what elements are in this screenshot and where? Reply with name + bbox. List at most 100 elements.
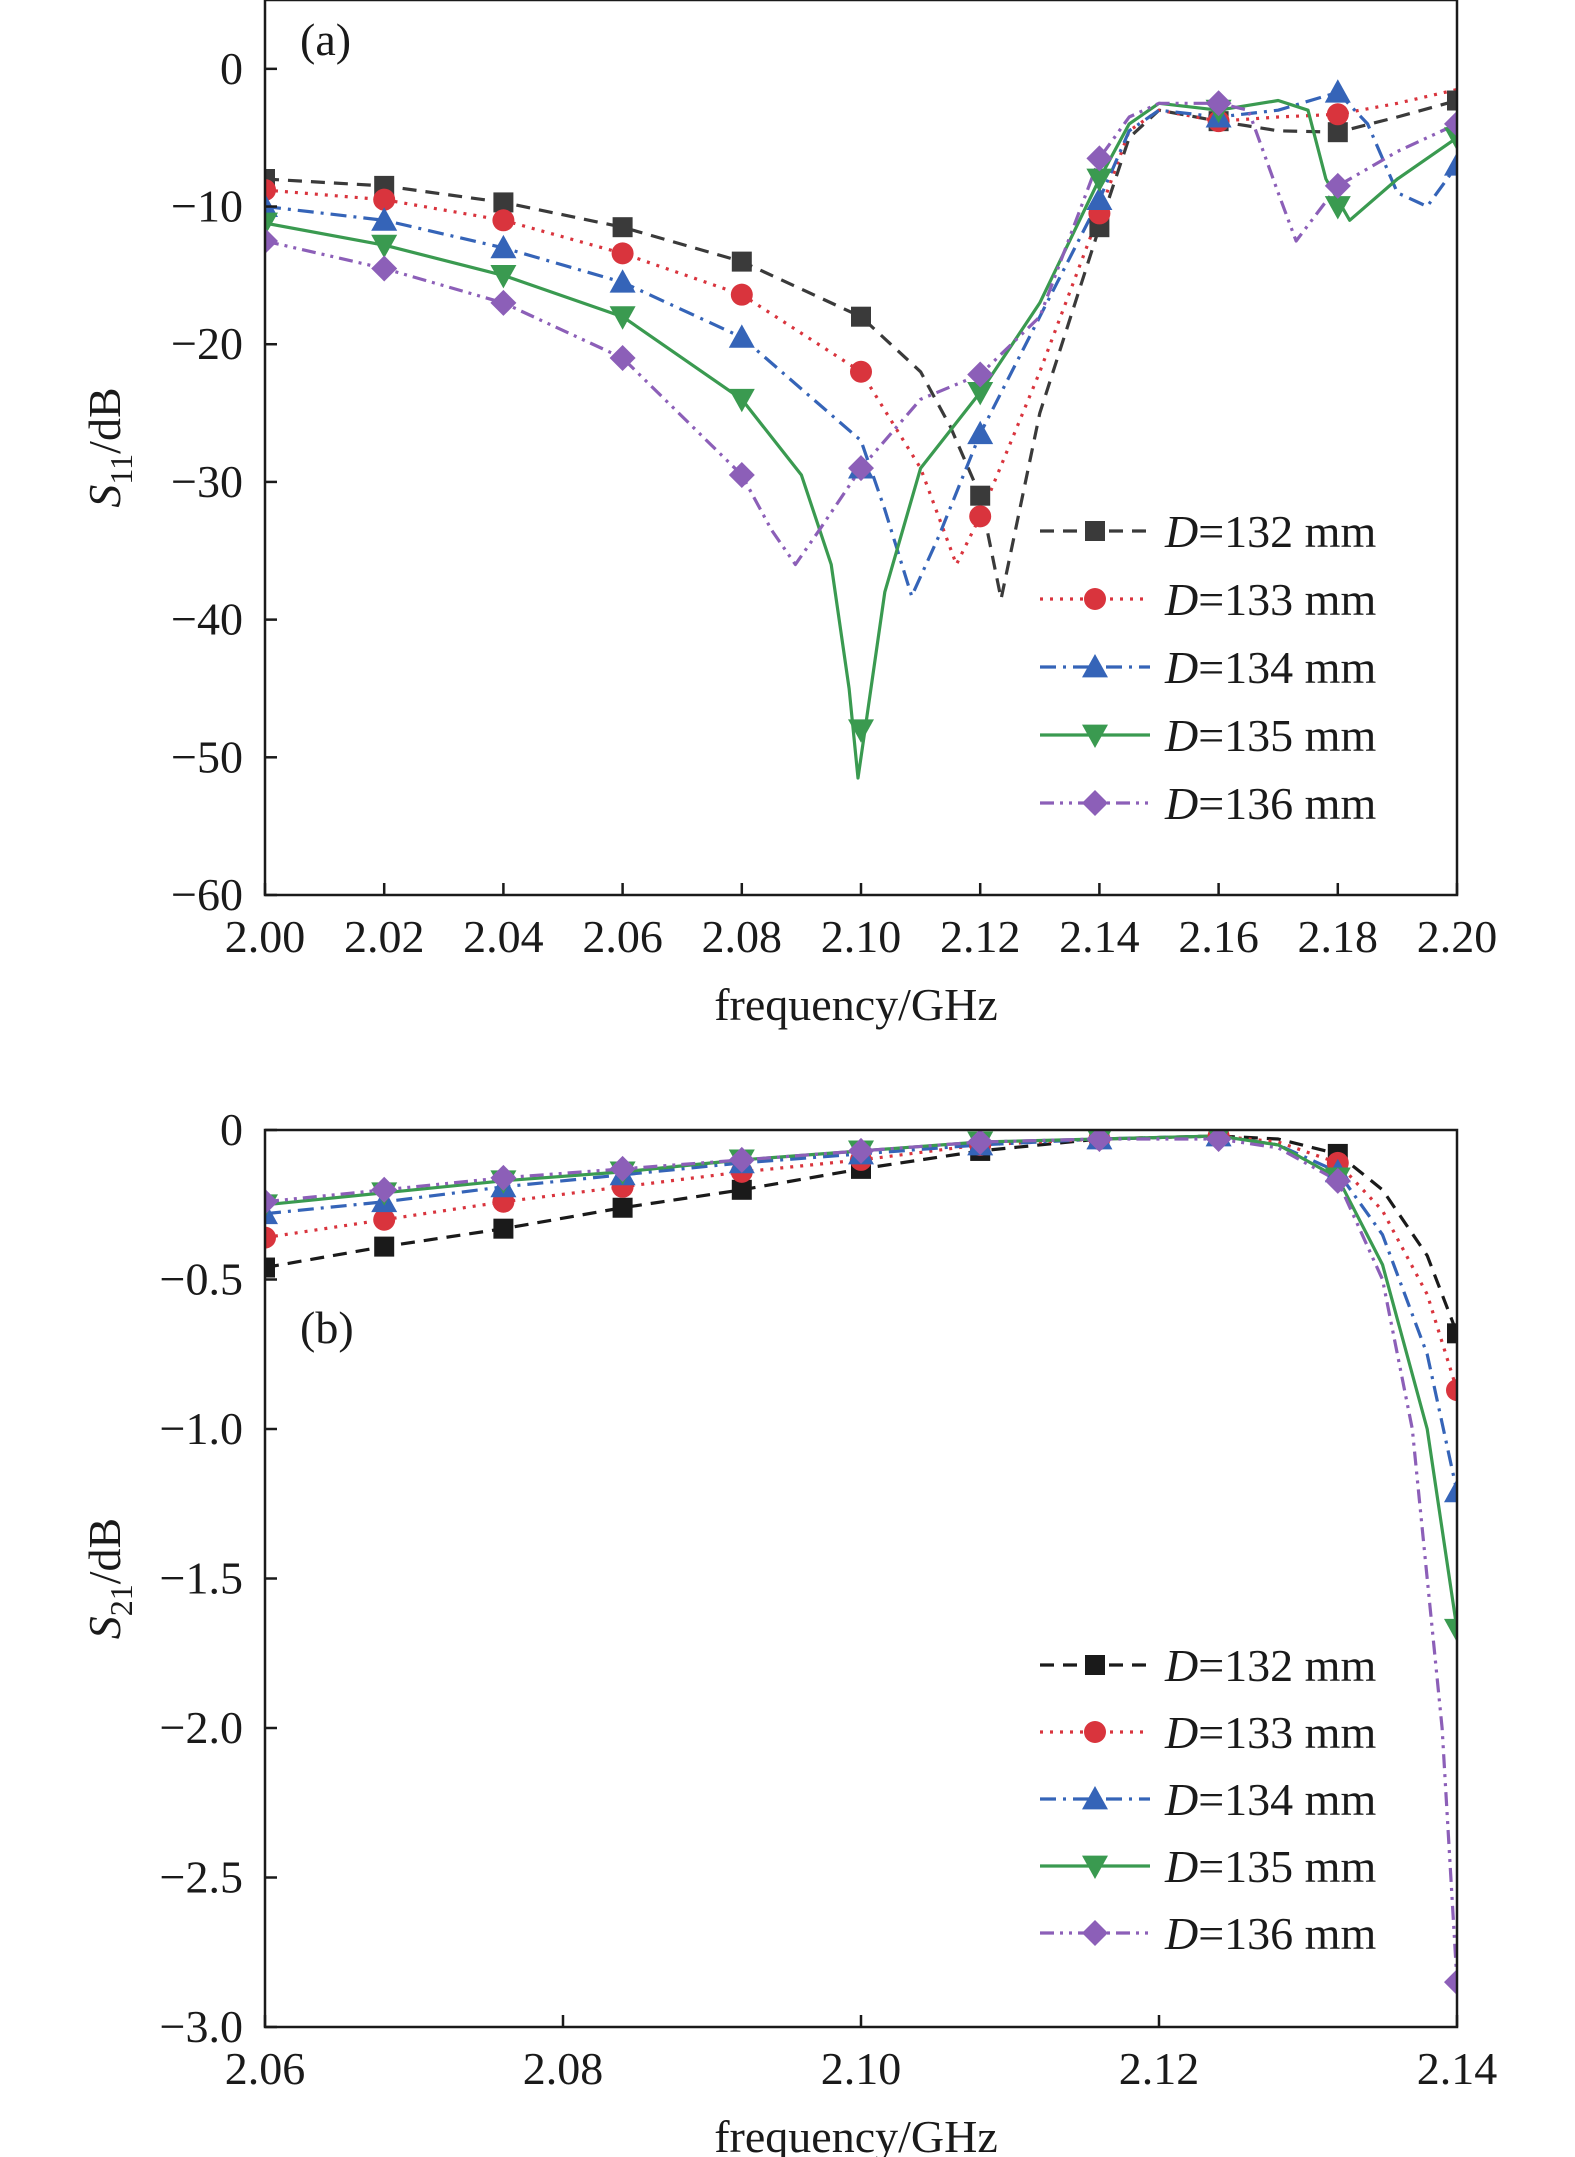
series-line-4: [265, 98, 1457, 780]
data-point: [728, 324, 755, 348]
data-point: [612, 217, 633, 238]
chart-panel-b: 2.06 2.08 2.10 2.12 2.14 0 −0.5 −1.0 −1.5 −2.0 −2.…: [79, 1104, 1497, 2157]
y-axis-label-subscript: 21: [103, 1584, 139, 1616]
legend: D=132 mmD=133 mmD=134 mmD=135 mmD=136 mm: [1040, 1640, 1376, 1959]
y-axis-label-symbol: S: [79, 1616, 130, 1639]
legend-label: D=134 mm: [1164, 1774, 1376, 1825]
data-point: [490, 289, 517, 316]
legend-label-value: =134 mm: [1198, 642, 1376, 693]
y-tick-label: −10: [171, 181, 243, 232]
x-tick-label: 2.14: [1417, 2043, 1498, 2094]
y-tick-label: −50: [171, 731, 243, 782]
legend-label: D=135 mm: [1164, 1841, 1376, 1892]
y-tick-label: −3.0: [160, 2001, 243, 2052]
legend-marker: [1082, 1920, 1108, 1946]
x-tick-label: 2.06: [582, 911, 663, 962]
data-point: [969, 505, 992, 528]
data-point: [265, 227, 278, 254]
x-tick-label: 2.12: [940, 911, 1021, 962]
data-point: [1086, 186, 1113, 211]
legend-marker: [1082, 724, 1108, 748]
legend-label: D=133 mm: [1164, 574, 1376, 625]
y-axis-label-unit: /dB: [79, 1518, 130, 1584]
legend-label-var: D: [1164, 642, 1198, 693]
data-point: [265, 1200, 278, 1225]
x-tick-label: 2.10: [821, 911, 902, 962]
data-point: [490, 264, 517, 289]
data-point: [492, 209, 515, 232]
series-line-3: [265, 1134, 1457, 1493]
data-point: [265, 1257, 275, 1278]
data-point: [731, 1179, 752, 1200]
data-point: [1444, 1618, 1457, 1643]
data-point: [265, 1226, 276, 1249]
legend-label: D=135 mm: [1164, 710, 1376, 761]
legend-label-var: D: [1164, 710, 1198, 761]
data-point: [728, 388, 755, 413]
x-tick-label: 2.18: [1298, 911, 1379, 962]
legend-marker: [1082, 1855, 1108, 1879]
x-tick-label: 2.00: [225, 911, 306, 962]
legend-label-var: D: [1164, 1908, 1198, 1959]
legend-label-value: =135 mm: [1198, 710, 1376, 761]
data-point: [967, 382, 994, 406]
y-axis-label-unit: /dB: [79, 387, 130, 453]
data-point: [967, 1130, 994, 1155]
legend-label-var: D: [1164, 778, 1198, 829]
y-tick-label: 0: [220, 43, 243, 94]
legend-label-var: D: [1164, 506, 1198, 557]
data-point: [730, 283, 753, 306]
data-point: [848, 1137, 874, 1164]
data-point: [1324, 172, 1351, 199]
legend-label: D=134 mm: [1164, 642, 1376, 693]
y-tick-label: −30: [171, 456, 243, 507]
legend-label-value: =134 mm: [1198, 1774, 1376, 1825]
data-point: [1324, 196, 1351, 220]
series-line-3: [265, 90, 1457, 598]
y-tick-label: −1.5: [160, 1553, 243, 1604]
legend-marker: [1084, 1721, 1106, 1743]
legend-marker: [1082, 654, 1108, 678]
x-tick-label: 2.12: [1119, 2043, 1200, 2094]
data-point: [1444, 110, 1457, 137]
x-tick-label: 2.16: [1178, 911, 1259, 962]
x-tick-label: 2.04: [463, 911, 544, 962]
data-point: [612, 1197, 633, 1218]
legend-marker: [1085, 1655, 1105, 1675]
chart-panel-a: 2.00 2.02 2.04 2.06 2.08 2.10 2.12 2.14 2.16 2.18…: [79, 0, 1497, 1030]
data-point: [609, 1155, 636, 1182]
data-point: [848, 455, 874, 482]
y-tick-label: −2.0: [160, 1702, 243, 1753]
series-line-4: [265, 1134, 1457, 1630]
y-tick-label: −0.5: [160, 1254, 243, 1305]
plot-area: [265, 1130, 1457, 1996]
y-tick-label: −40: [171, 594, 243, 645]
data-point: [970, 485, 991, 506]
series-line-5: [265, 101, 1457, 567]
series-line-2: [265, 87, 1457, 567]
legend-label-var: D: [1164, 1640, 1198, 1691]
data-point: [1447, 90, 1457, 111]
legend-label-value: =135 mm: [1198, 1841, 1376, 1892]
data-point: [851, 306, 871, 327]
y-axis-label-subscript: 11: [103, 454, 139, 485]
data-point: [728, 462, 755, 489]
data-point: [265, 193, 278, 217]
legend-label: D=133 mm: [1164, 1707, 1376, 1758]
data-point: [1086, 1130, 1113, 1152]
legend-label-value: =136 mm: [1198, 1908, 1376, 1959]
data-point: [1326, 103, 1349, 126]
data-point: [850, 360, 872, 383]
data-point: [493, 1218, 514, 1239]
x-tick-label: 2.14: [1059, 911, 1140, 962]
data-point: [1327, 122, 1348, 143]
x-axis-label: frequency/GHz: [714, 979, 998, 1030]
y-axis-label: S21/dB: [79, 1518, 139, 1639]
x-tick-label: 2.08: [523, 2043, 604, 2094]
legend-label-var: D: [1164, 1707, 1198, 1758]
x-tick-label: 2.08: [702, 911, 783, 962]
data-point: [371, 207, 398, 231]
legend-label: D=136 mm: [1164, 778, 1376, 829]
data-point: [1086, 168, 1113, 192]
